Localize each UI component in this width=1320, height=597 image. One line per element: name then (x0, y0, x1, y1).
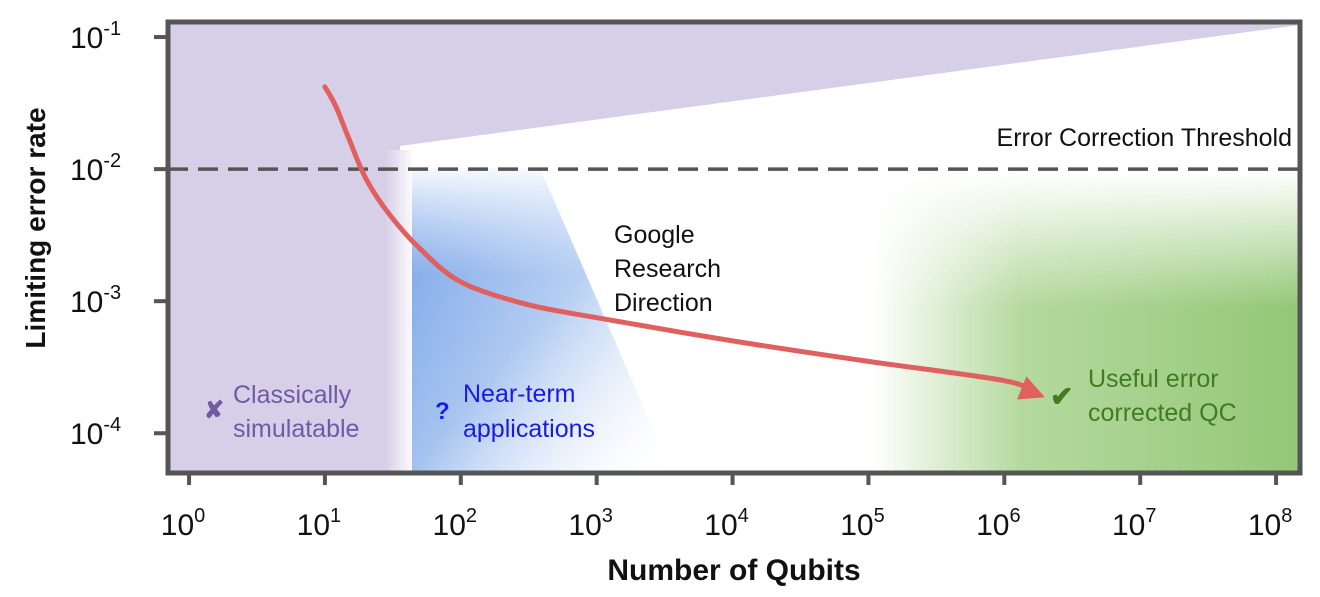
x-tick-label: 103 (568, 505, 613, 542)
y-tick-label: 10-3 (70, 282, 121, 319)
useful-qc-label-line-2: corrected QC (1088, 399, 1237, 427)
x-tick-label: 108 (1248, 505, 1293, 542)
near-term-marker-icon: ? (435, 398, 450, 425)
x-tick-label: 101 (297, 505, 342, 542)
x-tick-label: 100 (161, 505, 206, 542)
x-axis-title: Number of Qubits (607, 554, 860, 587)
y-axis-ticks: 10-1 10-2 10-3 10-4 (70, 18, 166, 451)
near-term-label-line-1: Near-term (463, 380, 576, 408)
classical-label-line-2: simulatable (233, 415, 359, 443)
threshold-label: Error Correction Threshold (997, 124, 1292, 152)
useful-qc-region-fade (872, 172, 1300, 473)
useful-qc-marker-icon: ✔ (1050, 381, 1073, 412)
near-term-region-fade (412, 168, 672, 473)
x-tick-label: 106 (976, 505, 1020, 542)
useful-qc-label-line-1: Useful error (1088, 365, 1219, 393)
classical-marker-icon: ✘ (204, 397, 224, 424)
plot-frame (165, 19, 1303, 476)
x-axis-ticks: 100 101 102 103 104 105 106 107 108 (161, 475, 1293, 542)
google-label-line-1: Google (614, 221, 695, 249)
y-tick-label: 10-4 (70, 414, 121, 451)
x-tick-label: 105 (840, 505, 885, 542)
region-fills (168, 22, 1300, 473)
google-label-line-3: Direction (614, 289, 713, 317)
x-tick-label: 104 (704, 505, 749, 542)
classical-region-edge (385, 150, 415, 473)
classical-label-line-1: Classically (233, 381, 352, 409)
y-tick-label: 10-2 (70, 150, 121, 187)
near-term-label-line-2: applications (463, 415, 595, 443)
google-label-line-2: Research (614, 255, 721, 283)
x-tick-label: 102 (433, 505, 478, 542)
x-tick-label: 107 (1112, 505, 1157, 542)
series-line-google (322, 84, 1045, 400)
y-axis-title: Limiting error rate (20, 107, 51, 348)
above-threshold-region (400, 22, 1300, 146)
classical-region (168, 22, 400, 473)
y-tick-label: 10-1 (70, 18, 121, 55)
